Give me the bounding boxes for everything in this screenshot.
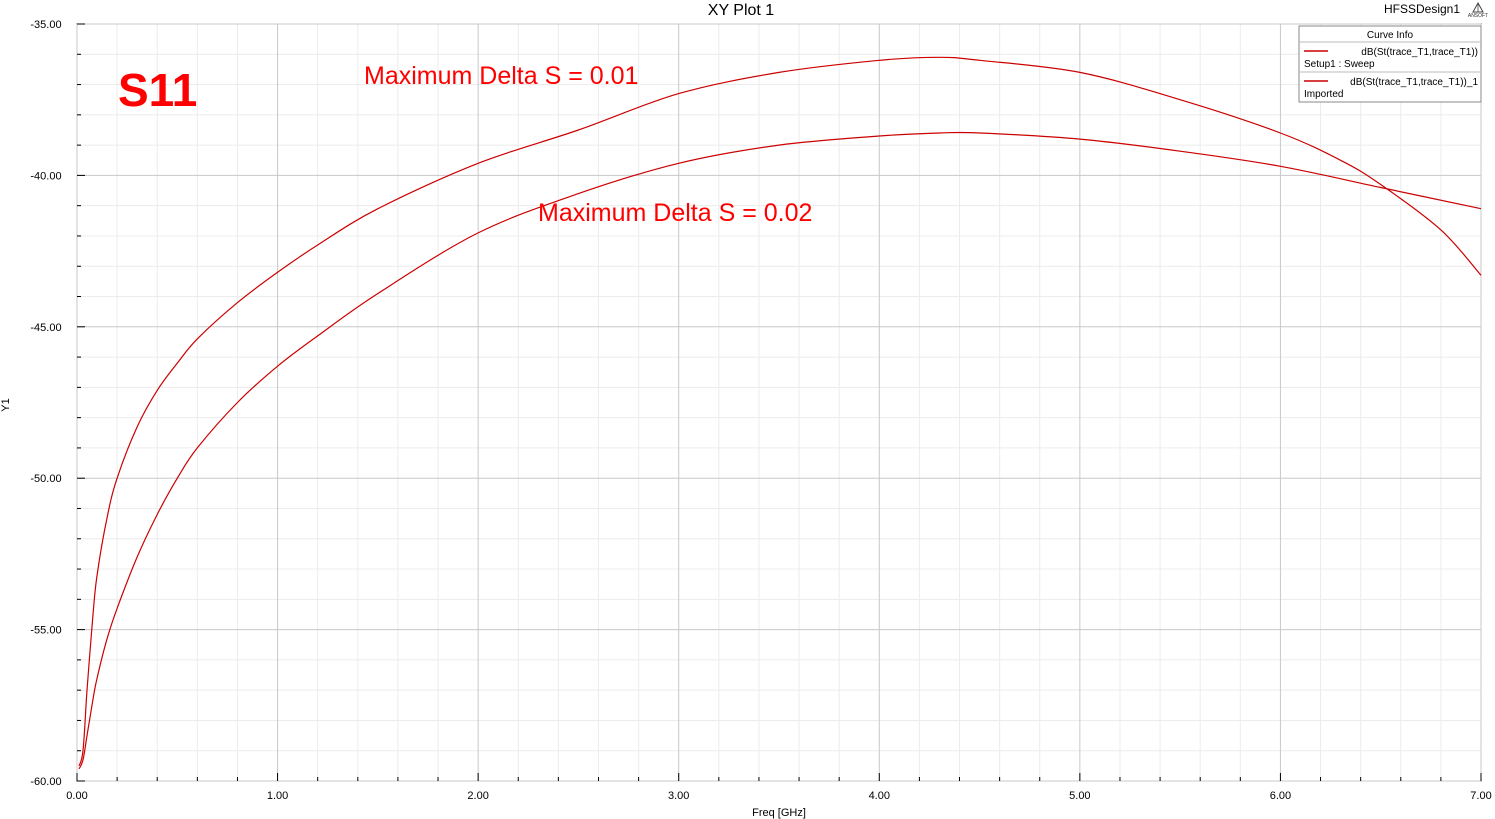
x-tick-label: 1.00 [267,790,288,802]
legend-title: Curve Info [1367,30,1414,41]
annotation-delta-002: Maximum Delta S = 0.02 [538,199,812,227]
series-line-1 [78,56,1482,767]
legend-entry-1-sublabel: Setup1 : Sweep [1304,59,1375,70]
y-tick-label: -40.00 [30,170,61,182]
x-tick-label: 4.00 [869,790,890,802]
x-tick-label: 3.00 [668,790,689,802]
annotation-delta-001: Maximum Delta S = 0.01 [364,62,638,90]
x-tick-labels: 0.00 1.00 2.00 3.00 4.00 5.00 6.00 7.00 [66,790,1491,802]
y-tick-labels: -60.00 -55.00 -50.00 -45.00 -40.00 -35.00 [30,19,61,788]
y-tick-label: -60.00 [30,776,61,788]
series-line-2 [78,131,1482,770]
design-name: HFSSDesign1 [1384,2,1460,16]
axis-ticks [76,23,1482,782]
chart-title: XY Plot 1 [708,2,775,19]
x-tick-label: 0.00 [66,790,87,802]
y-tick-label: -50.00 [30,473,61,485]
y-axis-label: Y1 [0,398,12,411]
y-tick-label: -45.00 [30,322,61,334]
plot-area[interactable] [76,23,1482,782]
legend-entry-2-label: dB(St(trace_T1,trace_T1))_1 [1350,77,1478,88]
minor-grid [77,24,1481,781]
x-axis-label: Freq [GHz] [752,807,806,819]
annotation-s11: S11 [118,64,197,116]
ansoft-logo-icon: ANSOFT [1468,1,1488,19]
series-group [78,56,1482,770]
legend-entry-1-label: dB(St(trace_T1,trace_T1)) [1361,47,1478,58]
x-tick-label: 6.00 [1270,790,1291,802]
major-grid [76,23,1482,782]
y-tick-label: -55.00 [30,625,61,637]
x-tick-label: 5.00 [1069,790,1090,802]
x-tick-label: 7.00 [1470,790,1491,802]
x-tick-label: 2.00 [467,790,488,802]
legend[interactable]: Curve Info dB(St(trace_T1,trace_T1)) Set… [1298,25,1482,103]
y-tick-label: -35.00 [30,19,61,31]
logo-text: ANSOFT [1468,13,1488,19]
legend-entry-2-sublabel: Imported [1304,89,1343,100]
